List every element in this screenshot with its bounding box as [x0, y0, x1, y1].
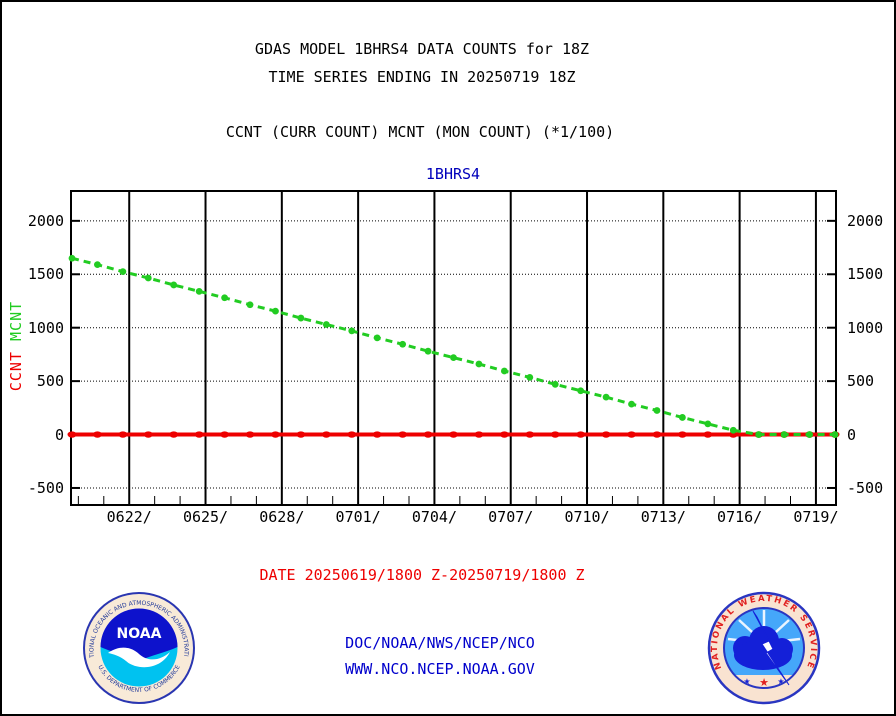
x-tick-label: 0628/ — [259, 508, 305, 526]
nws-logo-lightning-icon — [752, 610, 790, 686]
y-tick-label-right: 0 — [847, 425, 857, 444]
y-tick-label-right: 1500 — [847, 265, 884, 284]
y-tick-label-right: 1000 — [847, 318, 884, 337]
y-tick-label-left: -500 — [27, 478, 64, 497]
x-tick-label: 0710/ — [564, 508, 610, 526]
noaa-logo-bird-icon — [108, 647, 170, 668]
y-tick-label-left: 0 — [54, 425, 64, 444]
title-line2: TIME SERIES ENDING IN 20250719 18Z — [268, 68, 576, 86]
title-line1: GDAS MODEL 1BHRS4 DATA COUNTS for 18Z — [254, 40, 590, 58]
subtitle: CCNT (CURR COUNT) MCNT (MON COUNT) (*1/1… — [225, 123, 615, 141]
y-tick-label-left: 1000 — [27, 318, 64, 337]
noaa-logo: NOAA NATIONAL OCEANIC AND ATMOSPHERIC AD… — [82, 591, 195, 704]
x-tick-label: 0704/ — [411, 508, 457, 526]
x-tick-label: 0719/ — [793, 508, 839, 526]
nws-logo-inner-ring — [723, 607, 805, 689]
x-tick-label: 0713/ — [640, 508, 686, 526]
y-tick-label-right: -500 — [847, 478, 884, 497]
nws-logo-cloud-icon — [733, 626, 793, 670]
plot-area — [67, 192, 840, 504]
svg-text:★: ★ — [759, 676, 769, 689]
y-tick-label-right: 2000 — [847, 211, 884, 230]
y-tick-label-right: 500 — [847, 372, 875, 391]
nws-logo: ★ ★ ★ NATIONAL WEATHER SERVICE — [707, 591, 821, 705]
x-tick-label: 0716/ — [717, 508, 763, 526]
noaa-logo-sky — [100, 608, 178, 661]
noaa-logo-text: NOAA — [117, 626, 162, 642]
org-line: DOC/NOAA/NWS/NCEP/NCO — [345, 634, 535, 652]
chart-title: 1BHRS4 — [425, 165, 481, 183]
nws-logo-stars-icon: ★ ★ ★ — [743, 676, 784, 689]
y-tick-label-left: 500 — [36, 372, 64, 391]
x-tick-label: 0701/ — [335, 508, 381, 526]
url-line: WWW.NCO.NCEP.NOAA.GOV — [345, 660, 535, 678]
x-tick-label: 0707/ — [488, 508, 534, 526]
svg-text:★: ★ — [743, 677, 750, 686]
x-tick-label: 0622/ — [106, 508, 152, 526]
nws-logo-ground — [731, 675, 797, 693]
plot-border — [70, 190, 837, 506]
date-range-label: DATE 20250619/1800 Z-20250719/1800 Z — [259, 566, 585, 584]
x-tick-label: 0625/ — [182, 508, 229, 526]
svg-text:★: ★ — [777, 677, 784, 686]
y-tick-label-left: 2000 — [27, 211, 64, 230]
y-tick-label-left: 1500 — [27, 265, 64, 284]
